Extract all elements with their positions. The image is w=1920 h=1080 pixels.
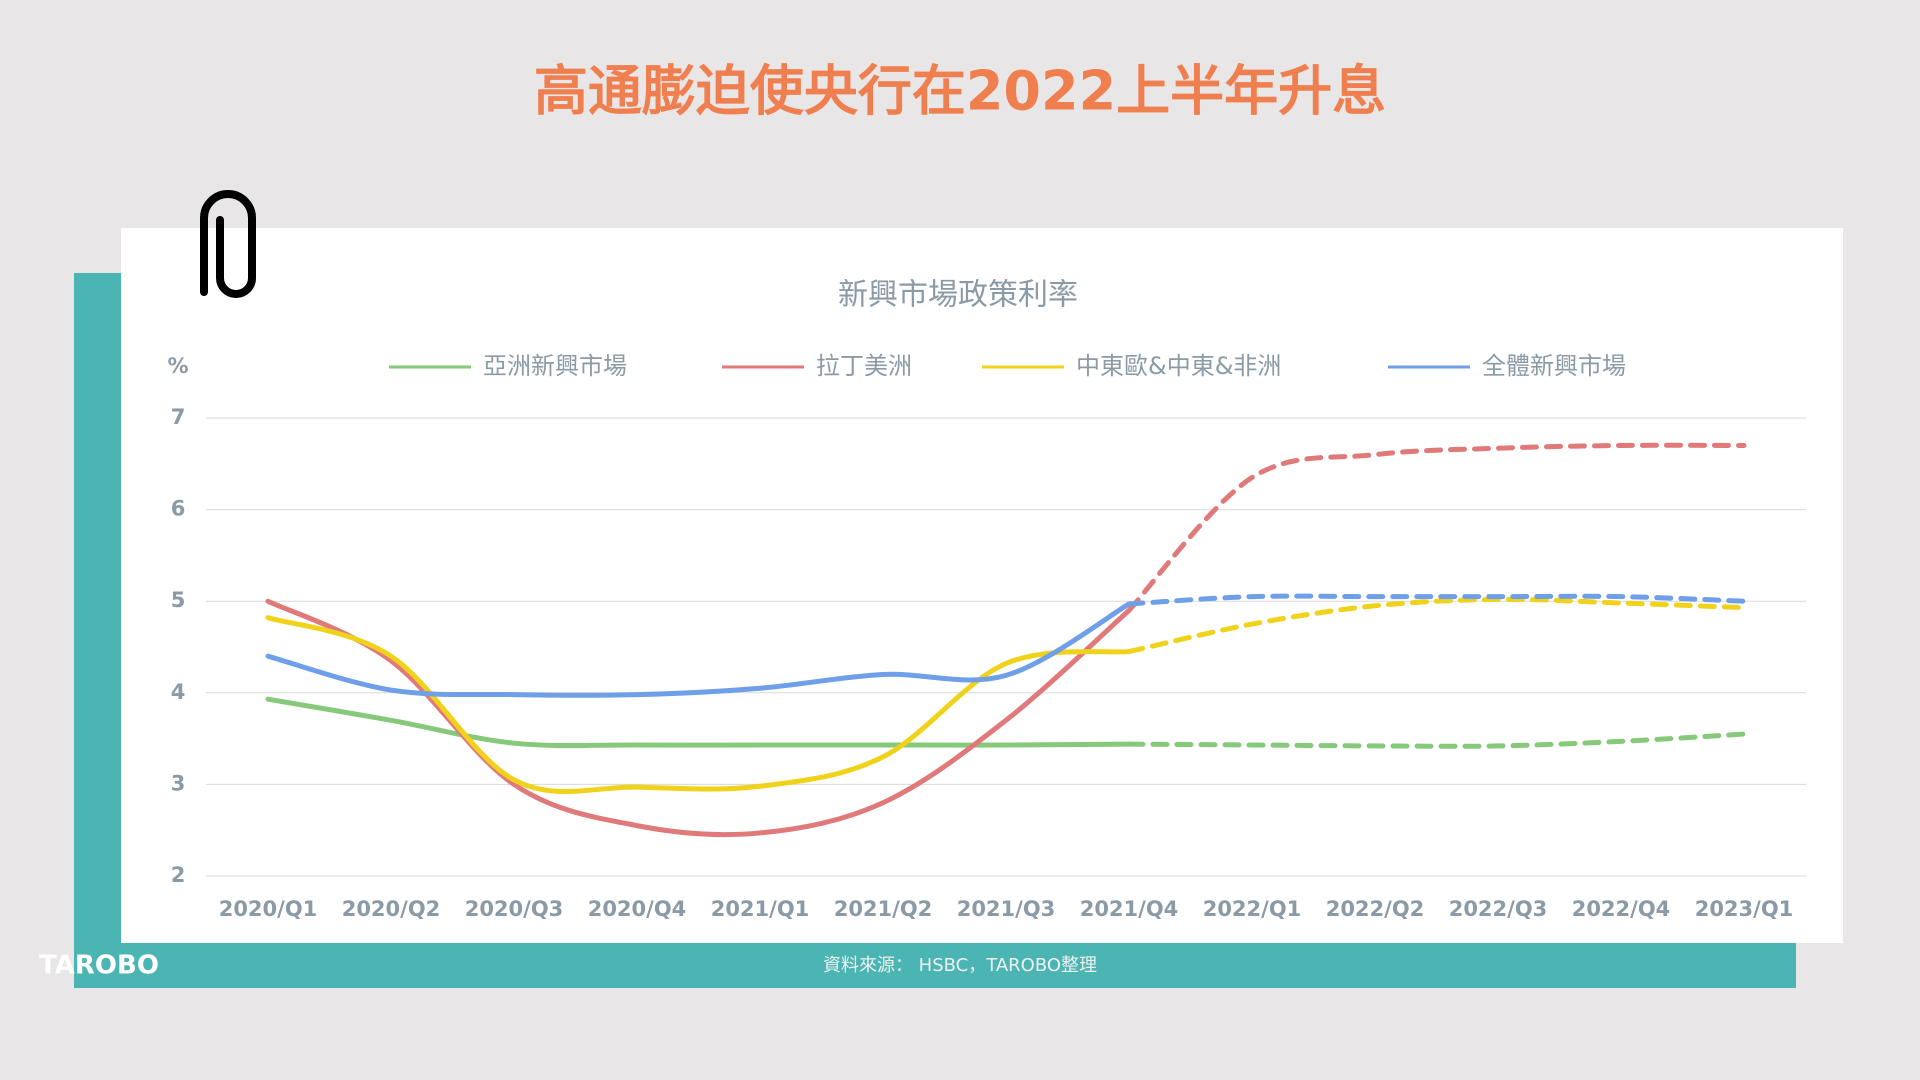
forecast-line xyxy=(1126,596,1747,655)
y-tick-label: 2 xyxy=(171,863,186,887)
x-tick-label: 2022/Q3 xyxy=(1449,897,1548,921)
x-tick-label: 2020/Q3 xyxy=(465,897,564,921)
legend-label: 拉丁美洲 xyxy=(816,352,912,380)
x-tick-label: 2021/Q2 xyxy=(834,897,933,921)
series-line xyxy=(265,696,1132,749)
x-tick-label: 2021/Q1 xyxy=(711,897,810,921)
x-tick-label: 2022/Q2 xyxy=(1326,897,1425,921)
source-note: 資料來源： HSBC，TAROBO整理 xyxy=(823,955,1097,976)
x-tick-label: 2020/Q2 xyxy=(342,897,441,921)
logo: TAROBO xyxy=(39,951,159,981)
forecast-line xyxy=(1126,442,1747,613)
chart-panel xyxy=(121,228,1843,943)
x-tick-label: 2021/Q3 xyxy=(957,897,1056,921)
x-tick-label: 2022/Q1 xyxy=(1203,897,1302,921)
series-line xyxy=(265,601,1132,698)
x-tick-label: 2020/Q4 xyxy=(588,897,687,921)
legend-label: 全體新興市場 xyxy=(1482,352,1626,380)
x-tick-label: 2020/Q1 xyxy=(219,897,318,921)
y-tick-label: 5 xyxy=(171,588,186,612)
y-tick-label: 7 xyxy=(171,405,186,429)
series-line xyxy=(265,598,1132,838)
forecast-line xyxy=(1126,593,1747,607)
y-tick-label: 4 xyxy=(171,680,186,704)
chart-title: 新興市場政策利率 xyxy=(838,278,1078,313)
x-tick-label: 2023/Q1 xyxy=(1695,897,1794,921)
page-title: 高通膨迫使央行在2022上半年升息 xyxy=(534,60,1386,123)
forecast-line xyxy=(1126,731,1747,749)
paperclip-icon xyxy=(200,190,256,298)
x-tick-label: 2021/Q4 xyxy=(1080,897,1179,921)
y-unit: % xyxy=(167,354,188,378)
series-line xyxy=(265,615,1132,795)
legend-label: 亞洲新興市場 xyxy=(483,352,627,380)
legend-label: 中東歐&中東&非洲 xyxy=(1076,352,1281,380)
x-tick-label: 2022/Q4 xyxy=(1572,897,1671,921)
y-tick-label: 3 xyxy=(171,771,186,795)
y-tick-label: 6 xyxy=(171,497,186,521)
